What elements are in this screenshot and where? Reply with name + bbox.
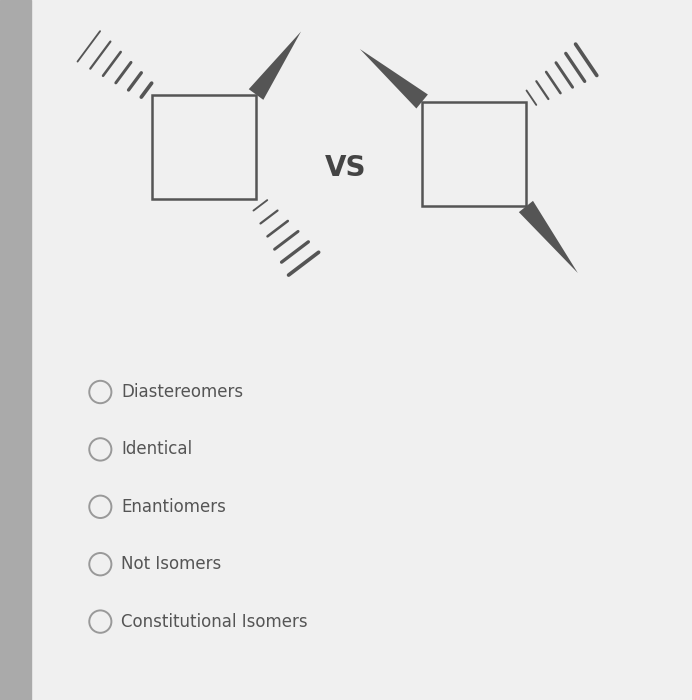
Text: Identical: Identical [121, 440, 192, 458]
Text: Enantiomers: Enantiomers [121, 498, 226, 516]
Bar [0, 0, 31, 700]
Text: VS: VS [325, 154, 367, 182]
Text: Not Isomers: Not Isomers [121, 555, 221, 573]
Text: Diastereomers: Diastereomers [121, 383, 243, 401]
Polygon shape [248, 32, 301, 100]
Polygon shape [360, 49, 428, 108]
Text: Constitutional Isomers: Constitutional Isomers [121, 612, 308, 631]
Polygon shape [519, 201, 578, 273]
